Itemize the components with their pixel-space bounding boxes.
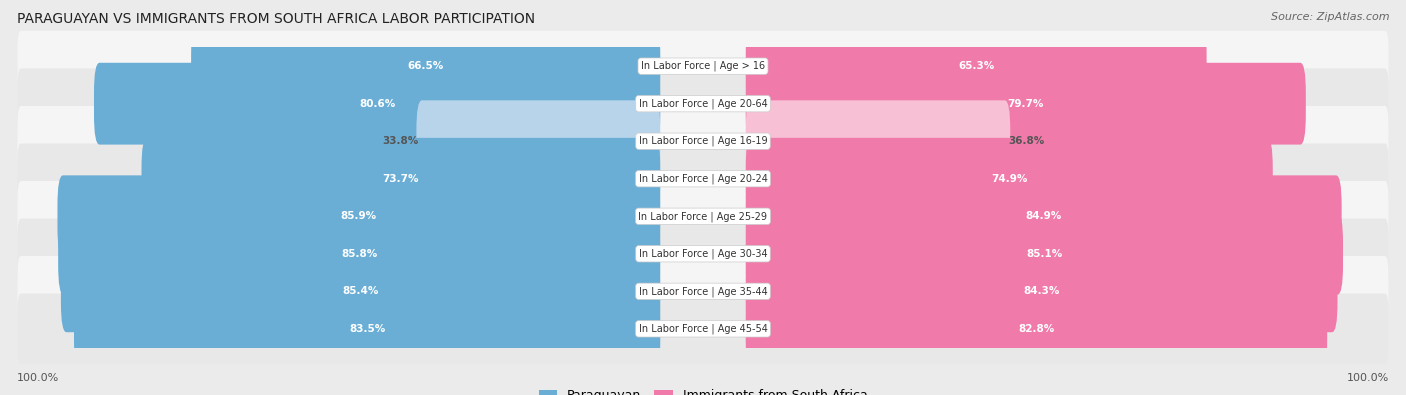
FancyBboxPatch shape [745, 138, 1272, 220]
Text: 85.1%: 85.1% [1026, 249, 1063, 259]
FancyBboxPatch shape [17, 181, 1389, 252]
Text: 73.7%: 73.7% [382, 174, 419, 184]
FancyBboxPatch shape [191, 25, 661, 107]
Text: 36.8%: 36.8% [1008, 136, 1045, 146]
Text: In Labor Force | Age 20-24: In Labor Force | Age 20-24 [638, 173, 768, 184]
Text: PARAGUAYAN VS IMMIGRANTS FROM SOUTH AFRICA LABOR PARTICIPATION: PARAGUAYAN VS IMMIGRANTS FROM SOUTH AFRI… [17, 12, 536, 26]
Text: In Labor Force | Age 30-34: In Labor Force | Age 30-34 [638, 248, 768, 259]
Text: In Labor Force | Age 45-54: In Labor Force | Age 45-54 [638, 324, 768, 334]
Text: In Labor Force | Age > 16: In Labor Force | Age > 16 [641, 61, 765, 71]
Text: In Labor Force | Age 25-29: In Labor Force | Age 25-29 [638, 211, 768, 222]
Text: Source: ZipAtlas.com: Source: ZipAtlas.com [1271, 12, 1389, 22]
FancyBboxPatch shape [745, 175, 1341, 257]
Text: 66.5%: 66.5% [408, 61, 444, 71]
FancyBboxPatch shape [17, 143, 1389, 214]
Text: 84.3%: 84.3% [1024, 286, 1060, 296]
FancyBboxPatch shape [745, 100, 1011, 182]
Text: 33.8%: 33.8% [382, 136, 419, 146]
FancyBboxPatch shape [17, 293, 1389, 364]
FancyBboxPatch shape [58, 213, 661, 295]
FancyBboxPatch shape [58, 175, 661, 257]
FancyBboxPatch shape [745, 25, 1206, 107]
Text: 74.9%: 74.9% [991, 174, 1028, 184]
Text: In Labor Force | Age 20-64: In Labor Force | Age 20-64 [638, 98, 768, 109]
Text: 85.9%: 85.9% [340, 211, 377, 221]
Text: 82.8%: 82.8% [1018, 324, 1054, 334]
FancyBboxPatch shape [17, 31, 1389, 102]
FancyBboxPatch shape [745, 213, 1343, 295]
FancyBboxPatch shape [17, 256, 1389, 327]
Text: 83.5%: 83.5% [349, 324, 385, 334]
Text: 84.9%: 84.9% [1025, 211, 1062, 221]
Text: 79.7%: 79.7% [1008, 99, 1045, 109]
Text: 85.8%: 85.8% [342, 249, 377, 259]
FancyBboxPatch shape [745, 250, 1337, 332]
Text: 100.0%: 100.0% [17, 373, 59, 383]
Legend: Paraguayan, Immigrants from South Africa: Paraguayan, Immigrants from South Africa [533, 384, 873, 395]
FancyBboxPatch shape [142, 138, 661, 220]
FancyBboxPatch shape [17, 218, 1389, 289]
Text: 80.6%: 80.6% [359, 99, 395, 109]
FancyBboxPatch shape [60, 250, 661, 332]
FancyBboxPatch shape [745, 63, 1306, 145]
Text: 65.3%: 65.3% [957, 61, 994, 71]
FancyBboxPatch shape [17, 68, 1389, 139]
Text: In Labor Force | Age 16-19: In Labor Force | Age 16-19 [638, 136, 768, 147]
FancyBboxPatch shape [94, 63, 661, 145]
Text: In Labor Force | Age 35-44: In Labor Force | Age 35-44 [638, 286, 768, 297]
Text: 85.4%: 85.4% [343, 286, 378, 296]
Text: 100.0%: 100.0% [1347, 373, 1389, 383]
FancyBboxPatch shape [17, 106, 1389, 177]
FancyBboxPatch shape [75, 288, 661, 370]
FancyBboxPatch shape [745, 288, 1327, 370]
FancyBboxPatch shape [416, 100, 661, 182]
